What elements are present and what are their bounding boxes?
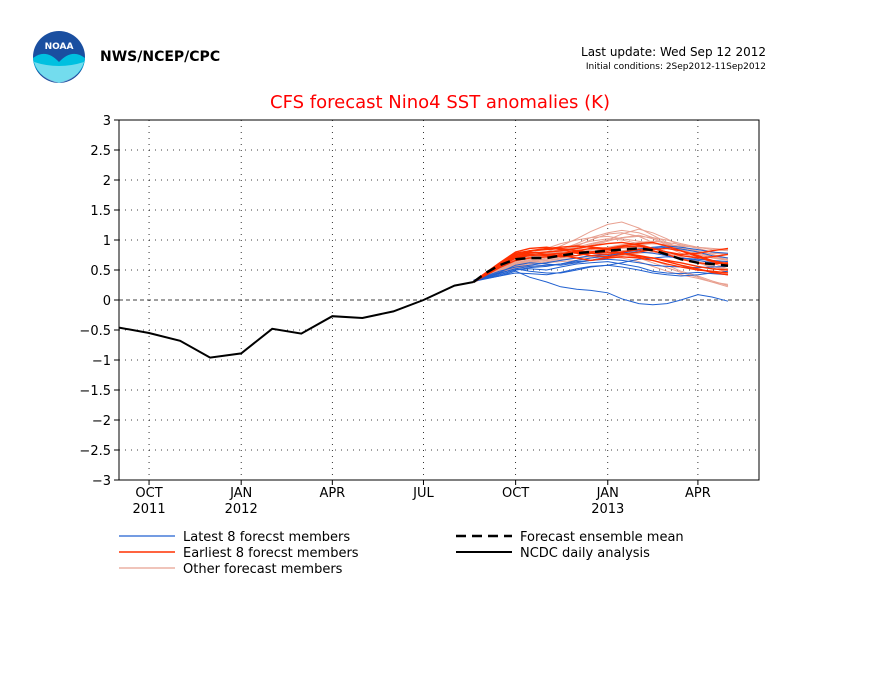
y-tick-label: 2.5	[90, 144, 111, 159]
noaa-logo: NOAA	[33, 31, 85, 83]
latest-member-line	[473, 258, 729, 282]
x-tick-label: JAN	[596, 486, 619, 501]
logo-text: NOAA	[45, 42, 74, 52]
legend-label-mean: Forecast ensemble mean	[520, 530, 684, 545]
y-tick-label: −3	[92, 474, 111, 489]
legend-label-latest: Latest 8 forecst members	[183, 530, 350, 545]
legend-label-earliest: Earliest 8 forecst members	[183, 546, 359, 561]
analysis-line	[118, 281, 474, 359]
latest-member-line	[473, 251, 729, 282]
initial-conditions-label: Initial conditions: 2Sep2012-11Sep2012	[586, 62, 766, 72]
y-tick-label: 1	[103, 234, 111, 249]
latest-member-line	[473, 270, 729, 306]
y-tick-label: −2	[92, 414, 111, 429]
org-label: NWS/NCEP/CPC	[100, 49, 220, 65]
earliest-member-line	[473, 251, 729, 283]
logo-gull-shape	[33, 53, 85, 83]
x-tick-label: JUL	[412, 486, 434, 501]
latest-member-line	[473, 261, 729, 282]
plot-frame	[118, 119, 760, 481]
last-update-label: Last update: Wed Sep 12 2012	[581, 45, 766, 59]
y-tick-label: −0.5	[79, 324, 111, 339]
legend-label-analysis: NCDC daily analysis	[520, 546, 650, 561]
y-tick-label: 0.5	[90, 264, 111, 279]
logo-wave	[34, 62, 84, 83]
earliest-member-line	[473, 241, 729, 282]
grid-layer	[119, 120, 759, 480]
y-tick-label: −1	[92, 354, 111, 369]
x-tick-label: APR	[319, 486, 345, 501]
y-tick-label: −2.5	[79, 444, 111, 459]
legend-label-other: Other forecast members	[183, 562, 343, 577]
x-tick-year-label: 2012	[225, 502, 258, 517]
ensemble-mean-line	[472, 247, 729, 283]
y-tick-label: 1.5	[90, 204, 111, 219]
axis-layer: 32.521.510.50−0.5−1−1.5−2−2.5−3OCT2011JA…	[79, 114, 710, 517]
chart-title: CFS forecast Nino4 SST anomalies (K)	[270, 92, 610, 113]
y-tick-label: 2	[103, 174, 111, 189]
y-tick-label: 0	[103, 294, 111, 309]
y-tick-label: −1.5	[79, 384, 111, 399]
latest-member-line	[473, 264, 729, 282]
earliest-member-line	[473, 241, 729, 283]
y-tick-label: 3	[103, 114, 111, 129]
earliest-member-line	[473, 248, 729, 283]
series-layer	[118, 221, 729, 359]
x-tick-label: OCT	[502, 486, 529, 501]
x-tick-label: APR	[685, 486, 711, 501]
x-tick-year-label: 2011	[133, 502, 166, 517]
x-tick-label: OCT	[135, 486, 162, 501]
other-member-line	[473, 240, 729, 283]
x-tick-label: JAN	[229, 486, 252, 501]
x-tick-year-label: 2013	[591, 502, 624, 517]
